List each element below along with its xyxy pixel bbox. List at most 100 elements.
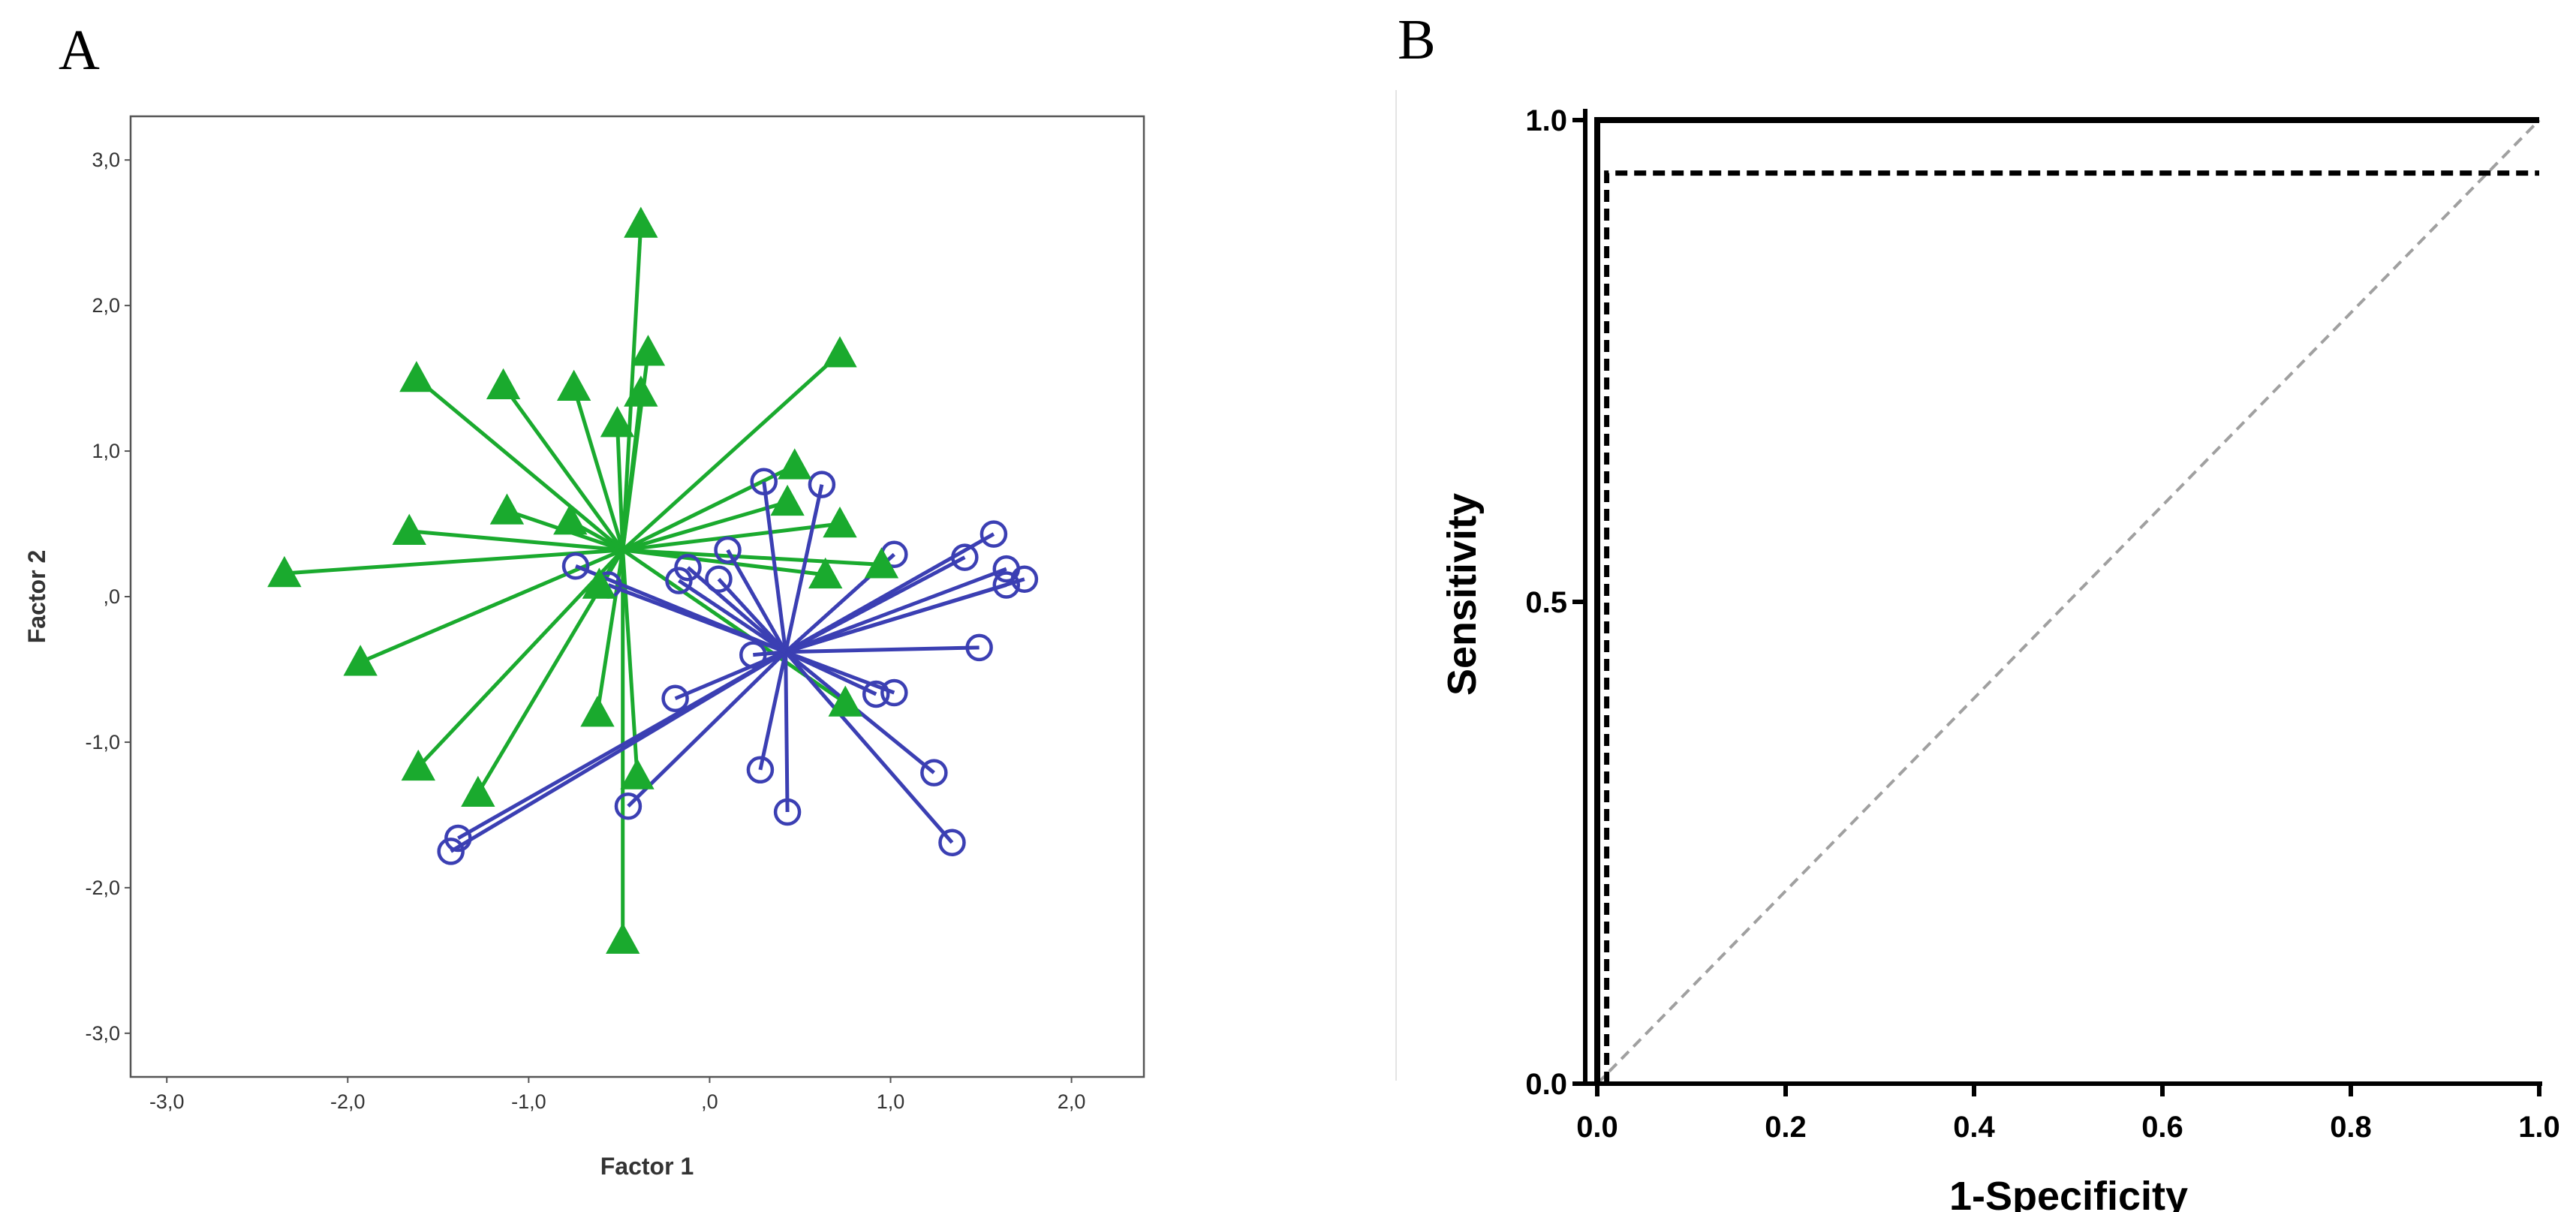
group-2-spoke (678, 579, 787, 654)
y-tick-label: ,0 (103, 585, 120, 608)
group-2-spoke (784, 650, 877, 696)
group-2-spoke (753, 650, 786, 657)
y-axis-ticks-b: 0.0 0.5 1.0 (1525, 104, 1585, 1101)
group-2-spoke (785, 645, 980, 654)
group-1-triangle-point (828, 685, 862, 717)
group-2-circle-point (561, 552, 590, 580)
group-1-triangle-point (556, 369, 591, 401)
group-2-circle-point (714, 536, 742, 564)
x-tick-label: 0.0 (1576, 1111, 1618, 1144)
group-1-triangle-point (401, 749, 435, 781)
group-2-spoke (784, 651, 954, 844)
y-tick-label: 1,0 (92, 440, 120, 462)
group-2-spoke (450, 650, 787, 853)
group-2-spoke (758, 651, 788, 771)
group-1-spoke (415, 377, 624, 552)
x-axis-ticks-a: -3,0 -2,0 -1,0 ,0 1,0 2,0 (149, 1077, 1085, 1113)
group-2-circle-point (938, 829, 966, 857)
group-2-circle-point (444, 824, 472, 853)
group-1-triangle-point (582, 567, 617, 599)
group-1-triangle-point (770, 484, 805, 516)
y-tick-label: 2,0 (92, 294, 120, 317)
x-axis-ticks-b: 0.0 0.2 0.4 0.6 0.8 1.0 (1576, 1084, 2560, 1144)
x-tick-label: 1.0 (2518, 1111, 2560, 1144)
panel-a-scatter: 3,0 2,0 1,0 ,0 -1,0 -2,0 -3,0 -3,0 -2,0 -1,0 ,0 1,… (23, 115, 1145, 1180)
group-1-triangle-point (343, 645, 378, 676)
group-1-spoke (621, 224, 643, 551)
group-2-spoke (784, 651, 790, 813)
group-2-spoke (762, 481, 788, 653)
group-2-spoke (784, 484, 824, 653)
y-tick-label: -3,0 (85, 1022, 120, 1045)
group-2-circle-point (614, 792, 642, 820)
x-tick-label: -3,0 (149, 1090, 185, 1113)
roc-curve-solid (1594, 117, 2539, 1084)
reference-diagonal (1596, 119, 2541, 1085)
y-tick-label: 0.5 (1525, 586, 1567, 619)
group-2-spoke (726, 549, 787, 653)
group-2-spoke (607, 583, 787, 654)
x-tick-label: 1,0 (877, 1090, 905, 1113)
y-axis-label-b: Sensitivity (1440, 493, 1485, 696)
group-2-spoke (674, 650, 787, 701)
panel-b-roc: 0.0 0.5 1.0 0.0 0.2 0.4 0.6 0.8 1.0 1-Specifici… (1440, 104, 2560, 1212)
group-1-spoke (615, 423, 625, 551)
group-1-triangle-point (600, 406, 635, 438)
group-2-circle-point (880, 678, 908, 707)
group-2-circle-point (705, 565, 733, 593)
group-2-spoke (784, 567, 1007, 654)
roc-series (1594, 117, 2541, 1085)
y-axis-ticks-a: 3,0 2,0 1,0 ,0 -1,0 -2,0 -3,0 (85, 149, 131, 1045)
group-1-spoke (501, 384, 624, 552)
group-2-circle-point (750, 468, 778, 496)
group-1-spoke (284, 548, 623, 576)
group-1-spoke (622, 500, 788, 552)
group-1-spoke (409, 529, 623, 552)
group-2-circle-point (1010, 565, 1039, 593)
group-1-triangle-point (392, 513, 426, 545)
group-2-circle-point (773, 798, 802, 826)
group-2-circle-point (951, 543, 979, 571)
group-1-triangle-point (461, 775, 495, 807)
group-2-spoke (717, 578, 787, 654)
group-1-triangle-point (630, 335, 666, 366)
x-tick-label: ,0 (701, 1090, 718, 1113)
x-tick-label: 0.4 (1953, 1111, 1995, 1144)
y-tick-label: 0.0 (1525, 1068, 1567, 1101)
group-2-spoke (686, 566, 787, 654)
group-1-triangle-point (808, 557, 843, 589)
group-1-spoke (572, 386, 625, 551)
group-1-triangle-point (606, 922, 640, 954)
group-2-circle-point (746, 756, 775, 784)
roc-curve-dashed (1604, 170, 2539, 1084)
group-2-spoke (627, 650, 787, 808)
group-2-circle-point (739, 641, 767, 669)
group-2-circle-point (992, 571, 1021, 599)
x-tick-label: -2,0 (330, 1090, 366, 1113)
group-2-circle-point (862, 680, 890, 708)
x-axis-label-b: 1-Specificity (1949, 1174, 2188, 1212)
group-1-triangle-point (399, 361, 434, 392)
group-1-spoke (622, 548, 882, 567)
x-tick-label: -1,0 (511, 1090, 546, 1113)
y-axis-label-a: Factor 2 (23, 550, 50, 643)
panel-a-letter: A (59, 19, 100, 82)
x-tick-label: 0.6 (2141, 1111, 2183, 1144)
group-1-triangle-point (486, 368, 521, 400)
y-tick-label: -2,0 (85, 877, 120, 899)
group-2-spoke (784, 532, 995, 654)
group-2-spoke (784, 577, 1025, 654)
group-1-triangle-point (624, 206, 658, 238)
panel-b-letter: B (1398, 8, 1436, 71)
y-tick-label: 3,0 (92, 149, 120, 171)
x-tick-label: 0.2 (1765, 1111, 1807, 1144)
group-1-spoke (621, 464, 796, 552)
group-1-markers (267, 206, 899, 954)
group-2-circle-point (965, 633, 993, 662)
group-2-circle-point (674, 553, 702, 582)
group-1-spoke (621, 352, 841, 552)
group-2-spokes (450, 481, 1025, 853)
group-2-circle-point (980, 520, 1008, 548)
x-tick-label: 2,0 (1058, 1090, 1086, 1113)
